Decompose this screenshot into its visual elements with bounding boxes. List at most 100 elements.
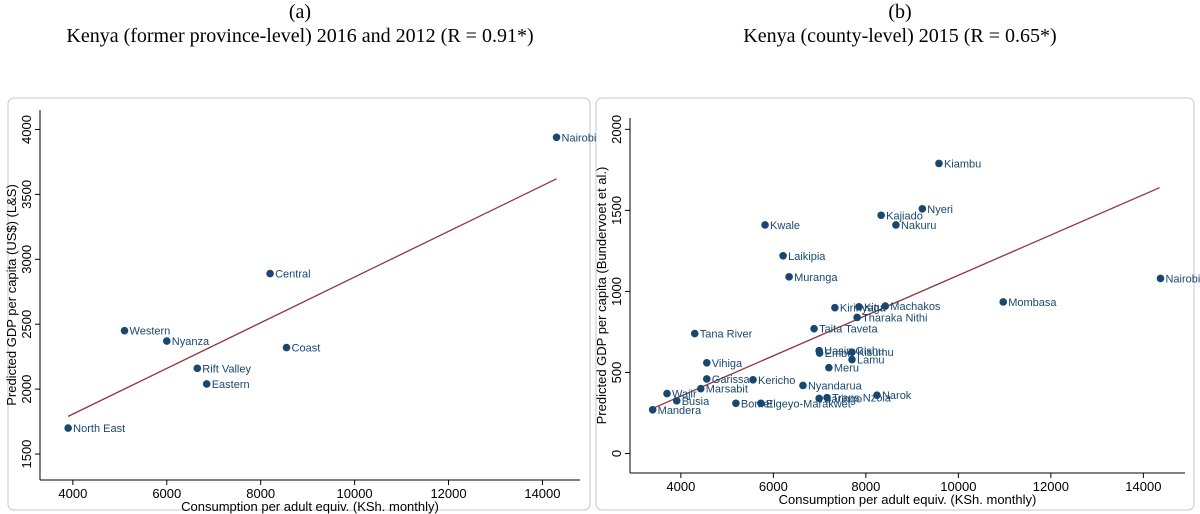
point-label: Kericho [758,375,795,387]
panel-title: Kenya (former province-level) 2016 and 2… [66,25,534,47]
panel-frame [595,97,1195,511]
point-label: Narok [882,390,912,402]
point-label: Rift Valley [202,363,251,375]
point-label: Meru [834,363,859,375]
point [162,337,171,345]
point-label: Elgeyo-Marakwet [766,398,851,410]
y-tick-label: 3000 [19,245,34,274]
panel-label: (a) [288,1,312,23]
point-label: Eastern [212,379,250,391]
point [749,375,757,384]
x-tick-label: 12000 [430,486,466,501]
x-tick-label: 8000 [246,486,275,501]
point-label: Lamu [857,355,885,367]
x-tick-label: 10000 [337,486,373,501]
point-label: Kirinyaga [840,303,887,315]
point [877,211,885,220]
y-tick-label: 4000 [19,115,34,144]
point [810,324,818,333]
point [702,358,711,367]
y-tick-label: 2000 [19,375,34,404]
point [702,375,711,383]
x-tick-label: 4000 [666,479,695,494]
point [848,348,856,357]
point-label: Nairobi [1165,273,1200,285]
point [831,303,839,312]
point [663,389,671,398]
point-label: Busia [682,396,710,408]
point-label: Nyeri [927,204,953,216]
x-tick-label: 10000 [940,479,976,494]
point [779,251,787,260]
point-label: Mandera [658,405,702,417]
panel-title: Kenya (county-level) 2015 (R = 0.65*) [743,25,1057,47]
point [672,397,681,405]
point [552,133,561,142]
y-tick-label: 1500 [19,440,34,469]
point-label: Laikipia [788,251,826,263]
point [648,405,657,414]
point [696,384,705,393]
point [120,326,129,335]
x-tick-label: 12000 [1033,479,1069,494]
point [193,364,202,373]
point-label: Nyandarua [808,380,863,392]
x-tick-label: 14000 [524,486,560,501]
point [848,355,856,364]
x-tick-label: 4000 [58,486,87,501]
point-label: Kiambu [944,158,981,170]
point [282,343,291,352]
point-label: Baringo [824,393,862,405]
point-label: Taita Taveta [819,324,878,336]
x-tick-label: 6000 [759,479,788,494]
point-label: North East [73,423,125,435]
point [825,363,833,372]
point [785,273,793,281]
point-label: Embu [825,348,854,360]
fit-line [67,178,557,417]
point [1156,274,1165,283]
point-label: Kwale [770,220,800,232]
point [999,298,1008,306]
point-label: Muranga [794,272,838,284]
x-tick-label: 6000 [152,486,181,501]
point [855,303,863,311]
point [815,394,823,403]
point-label: Bomet [741,398,773,410]
point-label: Central [275,269,310,281]
point [266,269,274,278]
y-axis-title: Predicted GDP per capita (Bundervoet et … [594,167,609,425]
point [757,399,765,408]
point [732,399,740,408]
point [918,204,927,213]
x-axis-title: Consumption per adult equiv. (KSh. month… [181,499,439,514]
point-label: Trans Nzoia [832,393,892,405]
panel-frame [7,97,591,511]
point [815,349,824,357]
point [823,393,831,402]
fit-line [652,187,1160,409]
y-tick-label: 1000 [609,277,624,306]
y-tick-label: 0 [609,450,624,457]
y-axis-title: Predicted GDP per capita (US$) (L&S) [4,184,19,406]
point-label: Kitui [864,302,885,314]
point-label: Nyanza [172,336,210,348]
point-label: Western [130,326,171,338]
point [761,221,769,229]
y-tick-label: 2000 [609,115,624,144]
point-label: Kisumu [857,347,894,359]
point [873,391,881,399]
point-label: Kajiado [886,210,923,222]
y-tick-label: 1500 [609,196,624,225]
x-tick-label: 8000 [851,479,880,494]
point [64,424,72,432]
panel-label: (b) [888,1,912,23]
point-label: Vihiga [712,358,743,370]
point [799,381,807,390]
point-label: Nakuru [901,220,936,232]
y-tick-label: 500 [609,362,624,384]
point [881,302,890,310]
point-label: Tharaka Nithi [862,312,927,324]
